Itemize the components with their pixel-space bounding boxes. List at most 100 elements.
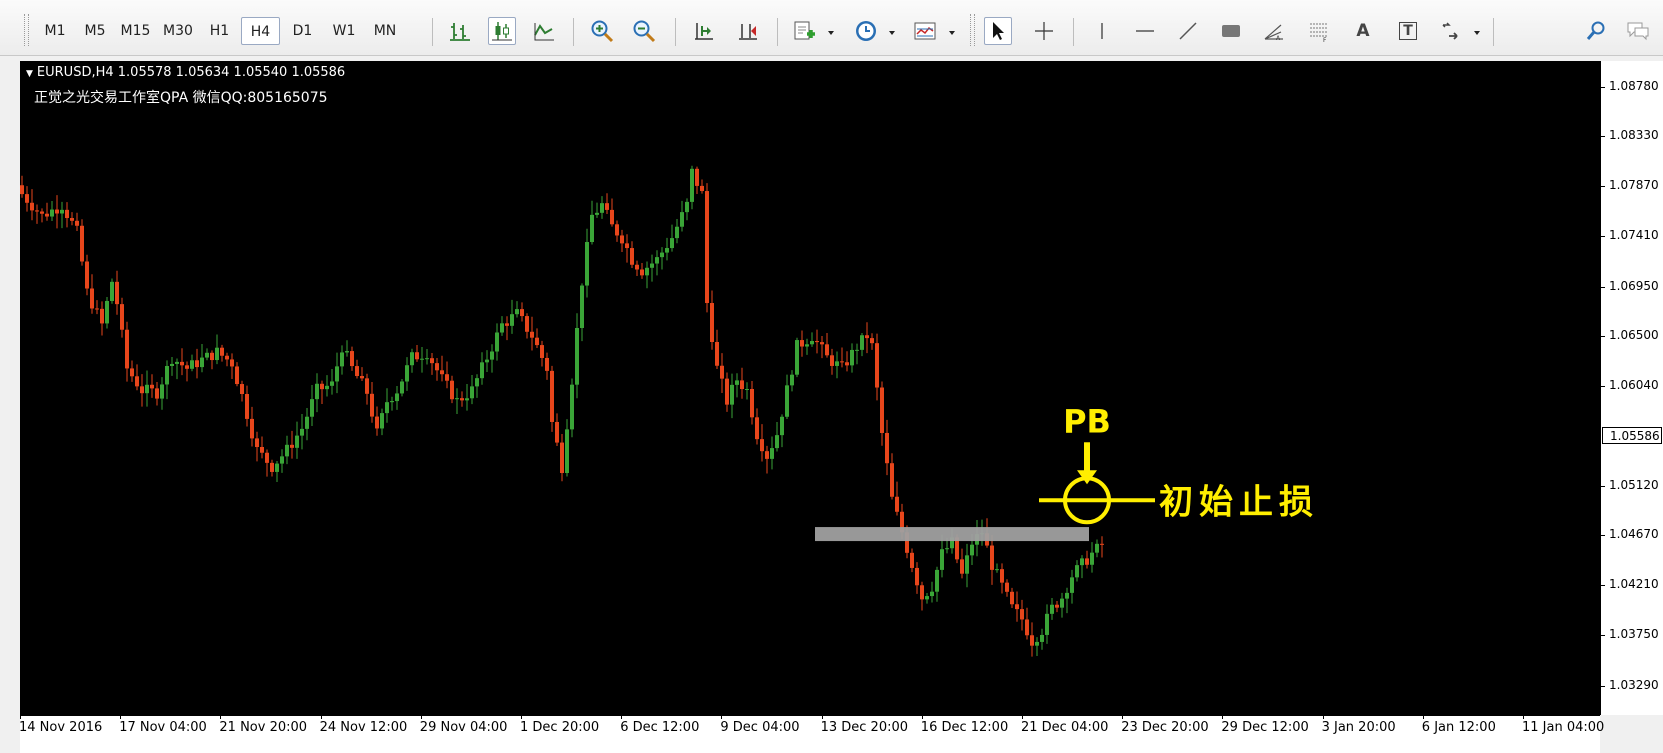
- candle-bull: [940, 549, 944, 570]
- candle-bear: [450, 380, 454, 400]
- candle-bear: [895, 496, 899, 512]
- price-tick: [1601, 535, 1605, 537]
- rectangle-icon[interactable]: [1217, 17, 1245, 45]
- candle-bull: [590, 214, 594, 243]
- candle-bull: [970, 544, 974, 556]
- candle-bear: [890, 463, 894, 497]
- text-tool-icon[interactable]: A: [1356, 21, 1370, 41]
- price-tick: [1601, 236, 1605, 238]
- timeframe-m1-button[interactable]: M1: [44, 23, 66, 39]
- search-icon[interactable]: [1582, 17, 1610, 45]
- crosshair-icon[interactable]: [1030, 17, 1058, 45]
- timeframe-d1-button[interactable]: D1: [292, 23, 313, 39]
- candle-bear: [80, 225, 84, 262]
- candle-bull: [925, 596, 929, 600]
- templates-dropdown-icon[interactable]: [949, 31, 955, 35]
- templates-icon[interactable]: [911, 17, 939, 45]
- bar-chart-icon[interactable]: [446, 17, 474, 45]
- candle-bear: [95, 308, 99, 310]
- indicators-icon[interactable]: [790, 17, 818, 45]
- candle-bull: [645, 267, 649, 276]
- candle-bull: [385, 402, 389, 414]
- time-label: 1 Dec 20:00: [520, 720, 600, 735]
- stop-zone-bar: [815, 527, 1089, 542]
- candlestick-chart-icon[interactable]: [488, 17, 516, 45]
- time-tick: [921, 715, 923, 719]
- candle-bear: [1005, 582, 1009, 592]
- candle-bear: [615, 224, 619, 236]
- candle-bear: [445, 374, 449, 381]
- cursor-icon[interactable]: [984, 17, 1012, 45]
- candle-bear: [65, 209, 69, 219]
- candle-bull: [1050, 604, 1054, 614]
- candle-bear: [350, 351, 354, 367]
- candle-bear: [715, 342, 719, 366]
- current-price-label: 1.05586: [1602, 427, 1662, 445]
- arrows-icon[interactable]: [1437, 17, 1465, 45]
- periodicity-icon[interactable]: [852, 17, 880, 45]
- candle-bear: [635, 264, 639, 270]
- candle-bull: [850, 349, 854, 366]
- candle-bear: [505, 323, 509, 326]
- trendline-icon[interactable]: [1174, 17, 1202, 45]
- timeframe-h1-button[interactable]: H1: [209, 23, 230, 39]
- candle-bull: [205, 352, 209, 358]
- candle-bear: [905, 532, 909, 553]
- price-scale[interactable]: 1.08780 1.08330 1.07870 1.07410 1.06950 1.065…: [1600, 61, 1663, 715]
- arrows-dropdown-icon[interactable]: [1474, 31, 1480, 35]
- candle-bull: [275, 463, 279, 472]
- candle-bull: [860, 335, 864, 350]
- indicators-dropdown-icon[interactable]: [828, 31, 834, 35]
- toolbar-grip[interactable]: [24, 14, 29, 46]
- timeframe-h4-button[interactable]: H4: [241, 17, 280, 45]
- candle-bear: [750, 388, 754, 418]
- auto-scroll-icon[interactable]: [734, 17, 762, 45]
- timeframe-m30-button[interactable]: M30: [163, 23, 193, 39]
- gann-fan-icon[interactable]: A: [1260, 17, 1288, 45]
- candle-bull: [935, 569, 939, 592]
- price-tick: [1601, 486, 1605, 488]
- periodicity-dropdown-icon[interactable]: [889, 31, 895, 35]
- candle-bear: [740, 380, 744, 390]
- candle-bear: [120, 304, 124, 330]
- line-chart-icon[interactable]: [530, 17, 558, 45]
- toolbar-grip[interactable]: [970, 14, 975, 46]
- candle-bull: [1090, 552, 1094, 565]
- horizontal-line-icon[interactable]: [1131, 17, 1159, 45]
- candle-bear: [720, 365, 724, 379]
- price-label: 1.04670: [1609, 527, 1659, 542]
- candle-bear: [430, 358, 434, 364]
- time-tick: [1422, 715, 1424, 719]
- main-toolbar: M1 M5 M15 M30 H1 H4 D1 W1 MN: [0, 0, 1663, 56]
- candle-bull: [405, 365, 409, 382]
- candle-bull: [200, 357, 204, 368]
- candle-bear: [70, 218, 74, 221]
- zoom-in-icon[interactable]: [588, 17, 616, 45]
- candle-bear: [610, 209, 614, 225]
- vertical-line-icon[interactable]: [1088, 17, 1116, 45]
- timeframe-w1-button[interactable]: W1: [332, 23, 356, 39]
- timeframe-mn-button[interactable]: MN: [373, 23, 397, 39]
- fibonacci-icon[interactable]: F: [1305, 17, 1333, 45]
- price-label: 1.04210: [1609, 577, 1659, 592]
- chart-shift-icon[interactable]: [690, 17, 718, 45]
- candle-bull: [1070, 577, 1074, 593]
- timeframe-m5-button[interactable]: M5: [84, 23, 106, 39]
- candle-bull: [310, 399, 314, 417]
- time-tick: [320, 715, 322, 719]
- candle-bear: [765, 451, 769, 459]
- time-label: 21 Dec 04:00: [1021, 720, 1109, 735]
- candle-bear: [560, 442, 564, 474]
- candle-bear: [1100, 543, 1104, 545]
- chart-canvas[interactable]: PB 初始止损 ▼ EURUSD,H4 1.05578 1.05634 1.0554…: [20, 61, 1600, 715]
- time-scale[interactable]: 14 Nov 2016 17 Nov 04:00 21 Nov 20:00 24 No…: [19, 715, 1604, 753]
- candle-bull: [995, 569, 999, 571]
- candle-bull: [300, 428, 304, 436]
- text-label-icon[interactable]: T: [1394, 17, 1422, 45]
- chat-icon[interactable]: [1624, 17, 1652, 45]
- collapse-triangle-icon[interactable]: ▼: [26, 69, 33, 79]
- timeframe-m15-button[interactable]: M15: [120, 23, 151, 39]
- candle-bull: [1035, 641, 1039, 646]
- price-tick: [1601, 335, 1605, 337]
- zoom-out-icon[interactable]: [630, 17, 658, 45]
